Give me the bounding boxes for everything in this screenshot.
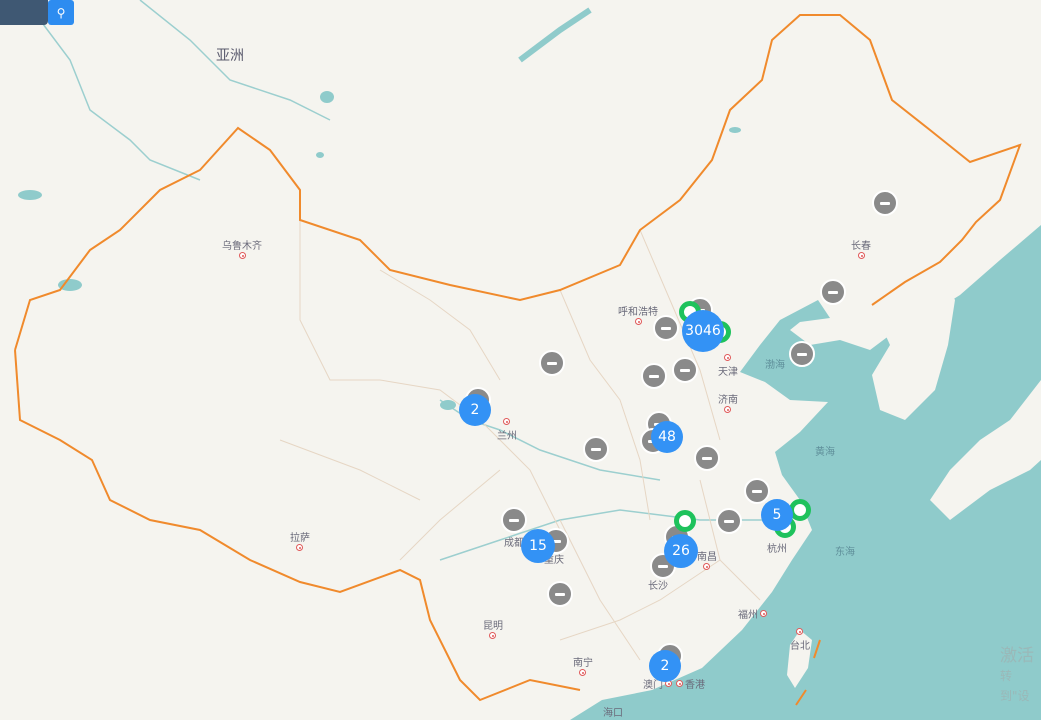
inactive-marker[interactable]: [789, 341, 815, 367]
cluster-marker[interactable]: 2: [459, 394, 491, 426]
continent-label: 亚洲: [216, 48, 244, 64]
search-button[interactable]: ⚲: [48, 0, 74, 25]
city-marker-icon: [579, 669, 586, 676]
city-label: 拉萨: [290, 533, 310, 544]
city-marker-icon: [796, 628, 803, 635]
city-label: 重庆: [544, 555, 564, 566]
city-marker-icon: [760, 610, 767, 617]
sea-label: 东海: [835, 547, 855, 558]
inactive-marker[interactable]: [501, 507, 527, 533]
cluster-marker[interactable]: 26: [664, 534, 698, 568]
sea-label: 黄海: [815, 447, 835, 458]
city-marker-icon: [724, 354, 731, 361]
watermark-line1: 激活: [1000, 646, 1034, 666]
city-marker-icon: [489, 632, 496, 639]
city-marker-icon: [703, 563, 710, 570]
city-label: 呼和浩特: [618, 307, 658, 318]
city-label: 海口: [603, 708, 623, 719]
city-label: 澳门: [643, 680, 663, 691]
japan-land: [930, 380, 1041, 520]
cluster-marker[interactable]: 5: [761, 499, 793, 531]
china-border: [14, 14, 1022, 702]
city-marker-icon: [635, 318, 642, 325]
city-label: 香港: [685, 680, 705, 691]
inactive-marker[interactable]: [641, 363, 667, 389]
inactive-marker[interactable]: [744, 478, 770, 504]
city-label: 济南: [718, 395, 738, 406]
search-input[interactable]: [0, 0, 48, 25]
inactive-marker[interactable]: [716, 508, 742, 534]
inactive-marker[interactable]: [820, 279, 846, 305]
cluster-marker[interactable]: 48: [651, 421, 683, 453]
taiwan-land: [787, 630, 812, 688]
active-marker[interactable]: [674, 510, 696, 532]
city-label: 天津: [718, 367, 738, 378]
sea-label: 渤海: [765, 360, 785, 371]
city-label: 长春: [851, 241, 871, 252]
city-marker-icon: [724, 406, 731, 413]
inactive-marker[interactable]: [583, 436, 609, 462]
cluster-marker[interactable]: 15: [521, 529, 555, 563]
inactive-marker[interactable]: [653, 315, 679, 341]
city-marker-icon: [296, 544, 303, 551]
city-marker-icon: [676, 680, 683, 687]
city-label: 南宁: [573, 658, 593, 669]
activation-watermark: 激活 转到"设: [1000, 646, 1041, 706]
city-label: 台北: [790, 641, 810, 652]
city-label: 杭州: [767, 544, 787, 555]
inactive-marker[interactable]: [539, 350, 565, 376]
watermark-line2: 转到"设: [1000, 669, 1030, 703]
city-marker-icon: [503, 418, 510, 425]
search-icon: ⚲: [56, 5, 66, 20]
inactive-marker[interactable]: [672, 357, 698, 383]
inactive-marker[interactable]: [872, 190, 898, 216]
city-marker-icon: [858, 252, 865, 259]
city-label: 昆明: [483, 621, 503, 632]
city-label: 长沙: [648, 581, 668, 592]
city-label: 兰州: [497, 431, 517, 442]
cluster-marker[interactable]: 2: [649, 650, 681, 682]
city-label: 成都: [504, 538, 524, 549]
city-label: 南昌: [697, 552, 717, 563]
inactive-marker[interactable]: [547, 581, 573, 607]
city-label: 福州: [738, 610, 758, 621]
city-label: 乌鲁木齐: [222, 241, 262, 252]
korea-land: [872, 262, 955, 420]
cluster-marker[interactable]: 3046: [682, 310, 724, 352]
inactive-marker[interactable]: [694, 445, 720, 471]
city-marker-icon: [239, 252, 246, 259]
